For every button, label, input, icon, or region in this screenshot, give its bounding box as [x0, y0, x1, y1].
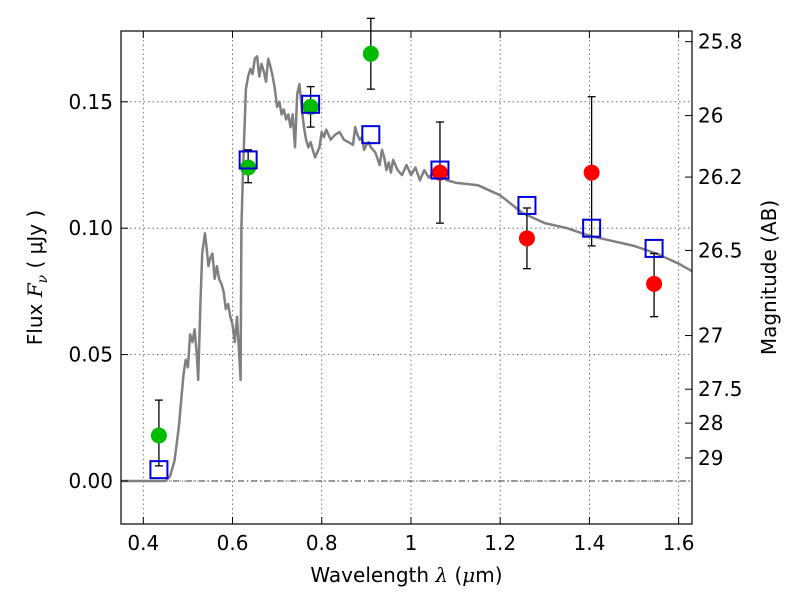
y2-tick-label: 27.5: [698, 377, 743, 401]
x-tick-label: 0.8: [306, 531, 338, 555]
y2-tick-label: 26: [698, 104, 723, 128]
optical-data-point: [302, 98, 319, 115]
model-flux-box: [301, 94, 321, 114]
model-flux-box: [238, 150, 258, 170]
nir-data-point: [583, 164, 600, 181]
x-tick-label: 0.4: [127, 531, 159, 555]
y2-tick-label: 26.5: [698, 238, 743, 262]
y2-axis-label: Magnitude (AB): [757, 200, 781, 355]
y-tick-label: 0.10: [68, 216, 113, 240]
y-tick-label: 0.00: [68, 469, 113, 493]
model-flux-box: [149, 460, 169, 480]
optical-data-point: [362, 45, 379, 62]
nir-data-point: [431, 164, 448, 181]
ticks-layer: 0.4 0.6 0.8 1 1.2 1.4 1.6 0.00 0.05 0.10 0.15 25.8 2…: [68, 30, 742, 555]
y2-tick-label: 28: [698, 411, 723, 435]
x-tick-label: 1.4: [573, 531, 605, 555]
y-tick-label: 0.15: [68, 90, 113, 114]
model-flux-box: [361, 125, 381, 145]
nir-data-point: [646, 275, 663, 292]
x-axis-label: Wavelength λ (μm): [310, 563, 502, 587]
y2-tick-label: 25.8: [698, 30, 743, 54]
data-points-layer: [149, 17, 664, 480]
y-tick-label: 0.05: [68, 343, 113, 367]
y2-tick-label: 29: [698, 446, 723, 470]
model-flux-box: [430, 160, 450, 180]
model-flux-box: [517, 195, 537, 215]
nir-data-point: [518, 230, 535, 247]
x-tick-label: 0.6: [217, 531, 249, 555]
template-spectrum-line: [121, 55, 693, 483]
y2-tick-label: 27: [698, 324, 723, 348]
axis-labels-layer: Wavelength λ (μm) Flux Fν ( μJy ) Magnit…: [23, 200, 781, 587]
x-tick-label: 1.6: [663, 531, 695, 555]
y-axis-label: Flux Fν ( μJy ): [23, 210, 51, 345]
model-flux-box: [582, 218, 602, 238]
y2-tick-label: 26.2: [698, 165, 743, 189]
template-spectrum-layer: [121, 55, 693, 483]
grid-layer: [121, 31, 692, 524]
optical-data-point: [150, 427, 167, 444]
plot-frame: [120, 30, 693, 525]
x-tick-label: 1: [405, 531, 418, 555]
model-flux-box: [644, 238, 664, 258]
x-tick-label: 1.2: [484, 531, 516, 555]
